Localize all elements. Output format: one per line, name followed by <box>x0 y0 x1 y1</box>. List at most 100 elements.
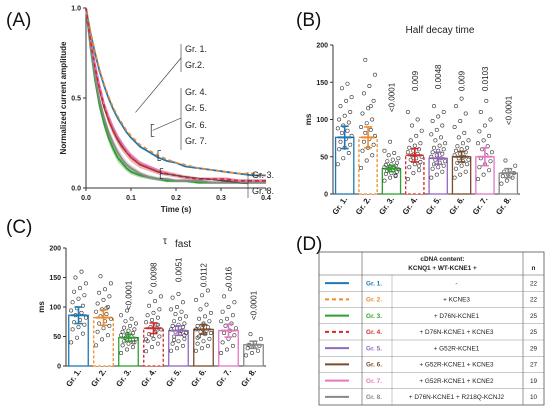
data-point-gr-6 <box>198 307 203 312</box>
data-point-gr-1 <box>76 296 81 301</box>
trace-gr-7 <box>85 7 266 182</box>
data-point-gr-6 <box>197 316 202 321</box>
table-content-gr-6: + G52R-KCNE1 + KCNE3 <box>419 362 494 369</box>
data-point-gr-6 <box>466 157 471 162</box>
trace-gr-4 <box>85 7 266 182</box>
data-point-gr-8 <box>245 346 250 351</box>
data-point-gr-1 <box>72 289 77 294</box>
data-point-gr-1 <box>69 308 74 313</box>
data-point-gr-1 <box>338 139 343 144</box>
data-point-gr-3 <box>132 327 137 332</box>
leader-gr1-gr2 <box>135 57 182 113</box>
data-point-gr-1 <box>70 300 75 305</box>
data-point-gr-6 <box>195 335 200 340</box>
x-tick-label: 0.4 <box>261 195 271 202</box>
data-point-gr-7 <box>488 159 493 164</box>
data-point-gr-6 <box>194 348 199 353</box>
data-point-gr-1 <box>338 104 343 109</box>
data-point-gr-5 <box>176 339 181 344</box>
data-point-gr-5 <box>169 307 174 312</box>
annotation-gr-8: Gr. 8. <box>252 186 274 196</box>
data-point-gr-4 <box>158 294 163 299</box>
data-point-gr-5 <box>431 145 436 150</box>
y-tick-label: 100 <box>49 305 61 312</box>
y-tick-label: 0 <box>324 192 328 199</box>
data-point-gr-1 <box>79 310 84 315</box>
data-point-gr-4 <box>418 141 423 146</box>
data-point-gr-5 <box>429 175 434 180</box>
table-n-gr-2: 22 <box>530 297 538 304</box>
p-value-gr-5: 0.0048 <box>434 64 443 89</box>
data-point-gr-3 <box>119 350 124 355</box>
p-value-gr-7: 0.016 <box>225 266 234 287</box>
panel-label-d: (D) <box>296 234 322 255</box>
data-point-gr-6 <box>201 339 206 344</box>
data-point-gr-3 <box>382 148 387 153</box>
data-point-gr-6 <box>456 135 461 140</box>
data-point-gr-5 <box>434 127 439 132</box>
data-point-gr-6 <box>465 162 470 167</box>
data-point-gr-2 <box>94 309 99 314</box>
data-point-gr-8 <box>248 332 253 337</box>
data-point-gr-6 <box>205 325 210 330</box>
data-point-gr-6 <box>207 336 212 341</box>
bracket-upper <box>150 124 155 137</box>
category-label-gr-3: Gr. 3. <box>114 367 133 389</box>
data-point-gr-2 <box>360 111 365 116</box>
data-point-gr-3 <box>126 328 131 333</box>
annotation-gr-5: Gr. 5. <box>185 103 207 113</box>
data-point-gr-6 <box>462 130 467 135</box>
data-point-gr-4 <box>415 117 420 122</box>
chart-title: τ <box>163 236 167 247</box>
data-point-gr-1 <box>341 156 346 161</box>
data-point-gr-3 <box>130 340 135 345</box>
data-point-gr-3 <box>128 323 133 328</box>
data-point-gr-7 <box>475 177 480 182</box>
data-point-gr-8 <box>258 336 263 341</box>
data-point-gr-3 <box>122 325 127 330</box>
data-point-gr-2 <box>97 290 102 295</box>
p-value-gr-7: 0.0103 <box>481 66 490 91</box>
category-label-gr-4: Gr. 4. <box>139 367 158 389</box>
chart-title-subscript: fast <box>175 239 191 250</box>
table-group-gr-3: Gr. 3. <box>366 313 382 320</box>
category-label-gr-8: Gr. 8. <box>494 195 513 217</box>
table-n-gr-3: 25 <box>530 313 538 320</box>
y-tick-label: 50 <box>53 334 61 341</box>
data-point-gr-7 <box>230 313 235 318</box>
data-point-gr-4 <box>144 337 149 342</box>
data-point-gr-6 <box>465 145 470 150</box>
leader-gr4-gr7 <box>152 117 182 131</box>
chart-title: Half decay time <box>406 25 475 36</box>
data-point-gr-2 <box>103 287 108 292</box>
p-value-gr-4: 0.0098 <box>150 262 159 287</box>
panel-c-tau-fast: 0 50 100 150 200 ms τ fast Gr. 1. Gr. 2. Gr. 3. <0.… <box>37 236 266 389</box>
data-point-gr-5 <box>173 312 178 317</box>
data-point-gr-6 <box>205 343 210 348</box>
table-content-gr-2: + KCNE3 <box>443 297 470 304</box>
data-point-gr-5 <box>182 321 187 326</box>
data-point-gr-6 <box>208 310 213 315</box>
data-point-gr-7 <box>475 141 480 146</box>
panel-a-decay-traces: 0.0 0.1 0.2 0.3 0.4 0.0 0.5 1.0 Time (s) Normaliz… <box>59 6 274 215</box>
table-content-gr-5: + G52R-KCNE1 <box>434 345 480 352</box>
data-point-gr-1 <box>79 269 84 274</box>
data-point-gr-2 <box>360 148 365 153</box>
data-point-gr-3 <box>119 333 124 338</box>
p-value-gr-6: 0.009 <box>458 70 467 91</box>
table-header-n: n <box>532 265 536 272</box>
data-point-gr-7 <box>233 326 238 331</box>
data-point-gr-3 <box>393 174 398 179</box>
data-point-gr-5 <box>169 348 174 353</box>
data-point-gr-6 <box>208 330 213 335</box>
data-point-gr-6 <box>459 96 464 101</box>
table-n-gr-6: 27 <box>530 362 538 369</box>
data-point-gr-7 <box>220 309 225 314</box>
data-point-gr-2 <box>372 72 377 77</box>
data-point-gr-4 <box>419 128 424 133</box>
data-point-gr-7 <box>232 333 237 338</box>
category-label-gr-3: Gr. 3. <box>377 195 396 217</box>
data-point-gr-1 <box>80 303 85 308</box>
x-tick-label: 0.0 <box>81 195 91 202</box>
annotation-gr-3: Gr. 3. <box>252 170 274 180</box>
